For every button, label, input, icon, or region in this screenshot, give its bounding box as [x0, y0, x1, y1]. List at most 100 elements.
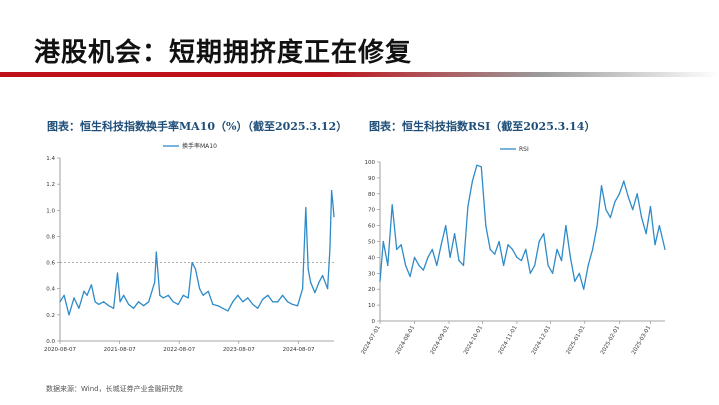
y-tick-label: 1.2	[46, 182, 55, 188]
y-tick-label: 90	[368, 176, 375, 182]
data-point	[78, 307, 80, 309]
data-point	[187, 297, 189, 299]
data-point	[257, 307, 259, 309]
data-point	[222, 307, 224, 309]
data-point	[462, 264, 465, 266]
data-point	[272, 301, 274, 303]
data-point	[318, 281, 320, 283]
data-point	[297, 305, 299, 307]
y-tick-label: 1.4	[46, 156, 55, 162]
data-point	[68, 314, 70, 316]
data-point	[636, 193, 638, 195]
data-point	[287, 301, 289, 303]
data-point	[565, 225, 567, 227]
data-point	[247, 297, 249, 299]
data-point	[83, 290, 85, 292]
data-point	[654, 244, 656, 246]
data-point	[391, 204, 393, 206]
data-point	[641, 217, 643, 219]
data-point	[237, 294, 239, 296]
data-point	[600, 185, 603, 187]
y-tick-label: 50	[368, 240, 375, 246]
data-point	[63, 294, 65, 296]
data-point	[86, 294, 88, 296]
source-note: 数据来源：Wind，长城证券产业金融研究院	[46, 385, 183, 393]
data-point	[267, 294, 269, 296]
x-tick-label: 2025-01-01	[565, 325, 586, 356]
data-point	[664, 248, 666, 250]
x-tick-label: 2021-08-07	[104, 347, 136, 353]
data-point	[103, 301, 105, 303]
data-point	[516, 256, 518, 258]
data-point	[137, 301, 140, 303]
data-point	[547, 264, 549, 266]
data-point	[305, 207, 307, 209]
y-tick-label: 100	[365, 160, 376, 166]
data-point	[282, 294, 284, 296]
data-point	[503, 264, 505, 266]
data-point	[574, 280, 576, 282]
data-point	[202, 294, 204, 296]
left-chart-caption: 图表：恒生科技指数换手率MA10（%）（截至2025.3.12）	[47, 120, 348, 133]
y-tick-label: 0.2	[46, 313, 55, 319]
y-tick-label: 1.0	[46, 208, 55, 214]
data-point	[302, 288, 304, 290]
data-point	[489, 248, 491, 250]
data-point	[480, 166, 482, 168]
data-point	[592, 248, 594, 250]
data-point	[252, 303, 254, 305]
data-point	[534, 264, 536, 266]
data-point	[277, 301, 279, 303]
data-point	[307, 268, 309, 270]
y-tick-label: 80	[368, 192, 375, 198]
data-point	[409, 275, 411, 278]
data-point	[418, 264, 420, 266]
data-point	[538, 240, 540, 243]
data-point	[212, 303, 214, 305]
legend-label: 换手率MA10	[182, 142, 217, 150]
data-point	[159, 294, 161, 296]
data-point	[556, 248, 558, 250]
data-point	[227, 310, 229, 312]
data-point	[262, 298, 264, 300]
data-point	[119, 301, 121, 303]
data-point	[578, 272, 580, 274]
data-point	[485, 225, 487, 227]
data-point	[520, 260, 523, 262]
data-point	[605, 209, 607, 211]
data-point	[329, 248, 331, 251]
data-point	[632, 209, 634, 211]
data-point	[143, 305, 145, 307]
data-point	[449, 256, 451, 258]
data-point	[90, 284, 92, 286]
data-point	[73, 297, 75, 299]
data-point	[658, 225, 661, 227]
x-tick-label: 2025-03-01	[631, 325, 652, 356]
x-tick-label: 2024-11-01	[497, 325, 518, 356]
data-point	[217, 305, 219, 307]
data-point	[623, 180, 625, 182]
y-tick-label: 0.0	[46, 339, 55, 345]
data-point	[59, 301, 61, 303]
data-point	[583, 288, 585, 290]
data-point	[436, 264, 438, 266]
y-tick-label: 10	[368, 303, 375, 309]
data-point	[427, 256, 429, 258]
data-point	[445, 225, 447, 227]
data-point	[511, 248, 514, 250]
data-point	[322, 275, 324, 277]
legend-label: RSI	[519, 146, 529, 153]
data-point	[379, 280, 381, 282]
data-point	[587, 264, 589, 266]
x-tick-label: 2024-07-01	[361, 325, 382, 356]
data-point	[331, 190, 333, 192]
series-line	[379, 164, 666, 290]
right-chart-caption: 图表：恒生科技指数RSI（截至2025.3.14）	[369, 120, 596, 133]
data-point	[128, 303, 130, 305]
data-point	[162, 297, 164, 299]
x-tick-label: 2022-08-07	[163, 347, 195, 353]
data-point	[440, 244, 442, 246]
data-point	[467, 205, 469, 208]
data-point	[382, 240, 384, 243]
